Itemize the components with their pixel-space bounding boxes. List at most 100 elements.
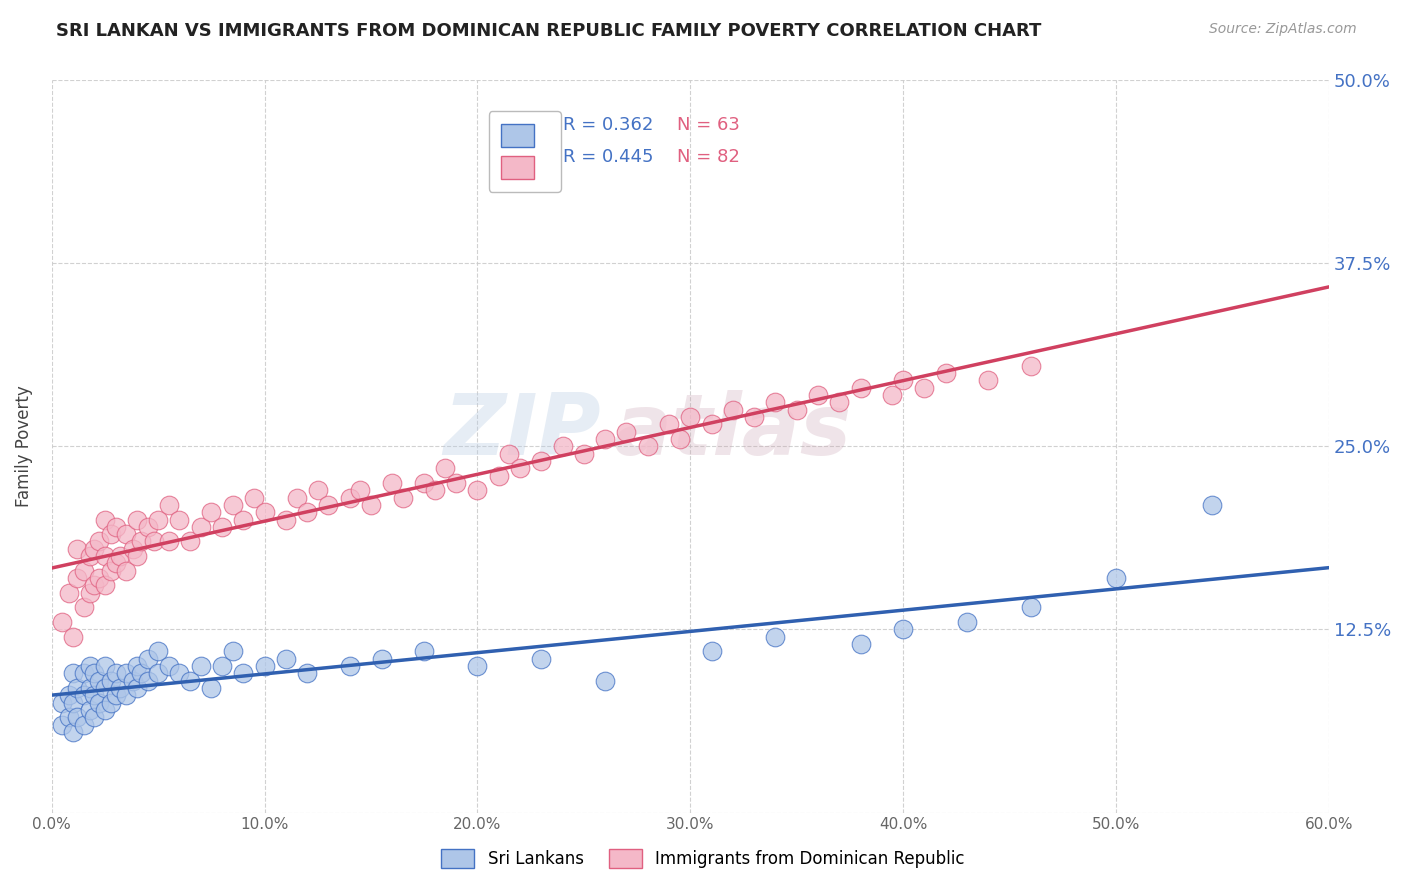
Point [467, 483, 489, 498]
Point [339, 659, 361, 673]
Point [339, 491, 361, 505]
Point [104, 557, 127, 571]
Point [115, 689, 138, 703]
Point [179, 534, 201, 549]
Point [79, 659, 101, 673]
Point [423, 483, 446, 498]
Point [83, 710, 105, 724]
Point [62, 725, 84, 739]
Point [849, 637, 872, 651]
Legend: , : , [488, 111, 561, 192]
Point [108, 549, 131, 563]
Point [232, 512, 254, 526]
Point [94, 578, 117, 592]
Point [232, 666, 254, 681]
Point [73, 564, 96, 578]
Point [121, 541, 143, 556]
Point [73, 717, 96, 731]
Point [444, 475, 467, 490]
Point [79, 549, 101, 563]
Point [616, 425, 638, 439]
Text: R = 0.362: R = 0.362 [562, 116, 652, 135]
Point [721, 402, 744, 417]
Point [125, 512, 148, 526]
Point [87, 696, 110, 710]
Point [221, 498, 243, 512]
Point [179, 673, 201, 688]
Point [668, 432, 690, 446]
Point [100, 564, 122, 578]
Point [1201, 498, 1223, 512]
Point [157, 659, 180, 673]
Text: R = 0.445: R = 0.445 [562, 148, 652, 166]
Point [169, 512, 191, 526]
Point [157, 498, 180, 512]
Point [142, 534, 165, 549]
Point [849, 381, 872, 395]
Point [253, 659, 276, 673]
Point [530, 651, 553, 665]
Point [637, 439, 659, 453]
Point [66, 681, 89, 695]
Point [115, 527, 138, 541]
Point [129, 666, 152, 681]
Point [413, 644, 436, 658]
Point [58, 586, 80, 600]
Point [83, 666, 105, 681]
Point [100, 527, 122, 541]
Point [763, 395, 786, 409]
Point [530, 454, 553, 468]
Point [94, 512, 117, 526]
Point [891, 623, 914, 637]
Point [828, 395, 851, 409]
Text: Source: ZipAtlas.com: Source: ZipAtlas.com [1209, 22, 1357, 37]
Point [977, 373, 1000, 387]
Point [572, 447, 595, 461]
Point [136, 651, 159, 665]
Point [104, 689, 127, 703]
Point [1019, 600, 1042, 615]
Point [146, 666, 169, 681]
Point [108, 681, 131, 695]
Point [285, 491, 308, 505]
Point [104, 520, 127, 534]
Point [221, 644, 243, 658]
Point [786, 402, 808, 417]
Point [509, 461, 531, 475]
Point [146, 644, 169, 658]
Point [551, 439, 574, 453]
Point [94, 549, 117, 563]
Point [200, 505, 222, 519]
Point [658, 417, 681, 432]
Point [253, 505, 276, 519]
Point [79, 586, 101, 600]
Point [190, 520, 212, 534]
Point [882, 388, 904, 402]
Point [83, 689, 105, 703]
Point [169, 666, 191, 681]
Point [243, 491, 266, 505]
Point [498, 447, 520, 461]
Point [125, 681, 148, 695]
Point [87, 673, 110, 688]
Point [146, 512, 169, 526]
Point [700, 417, 723, 432]
Point [58, 710, 80, 724]
Point [935, 366, 957, 380]
Point [190, 659, 212, 673]
Point [79, 703, 101, 717]
Text: ZIP: ZIP [443, 390, 600, 473]
Point [700, 644, 723, 658]
Point [295, 505, 318, 519]
Point [349, 483, 371, 498]
Text: N = 63: N = 63 [678, 116, 741, 135]
Point [200, 681, 222, 695]
Point [58, 689, 80, 703]
Point [115, 666, 138, 681]
Point [360, 498, 382, 512]
Point [100, 673, 122, 688]
Text: SRI LANKAN VS IMMIGRANTS FROM DOMINICAN REPUBLIC FAMILY POVERTY CORRELATION CHAR: SRI LANKAN VS IMMIGRANTS FROM DOMINICAN … [56, 22, 1042, 40]
Point [83, 541, 105, 556]
Point [73, 689, 96, 703]
Text: atlas: atlas [613, 390, 852, 473]
